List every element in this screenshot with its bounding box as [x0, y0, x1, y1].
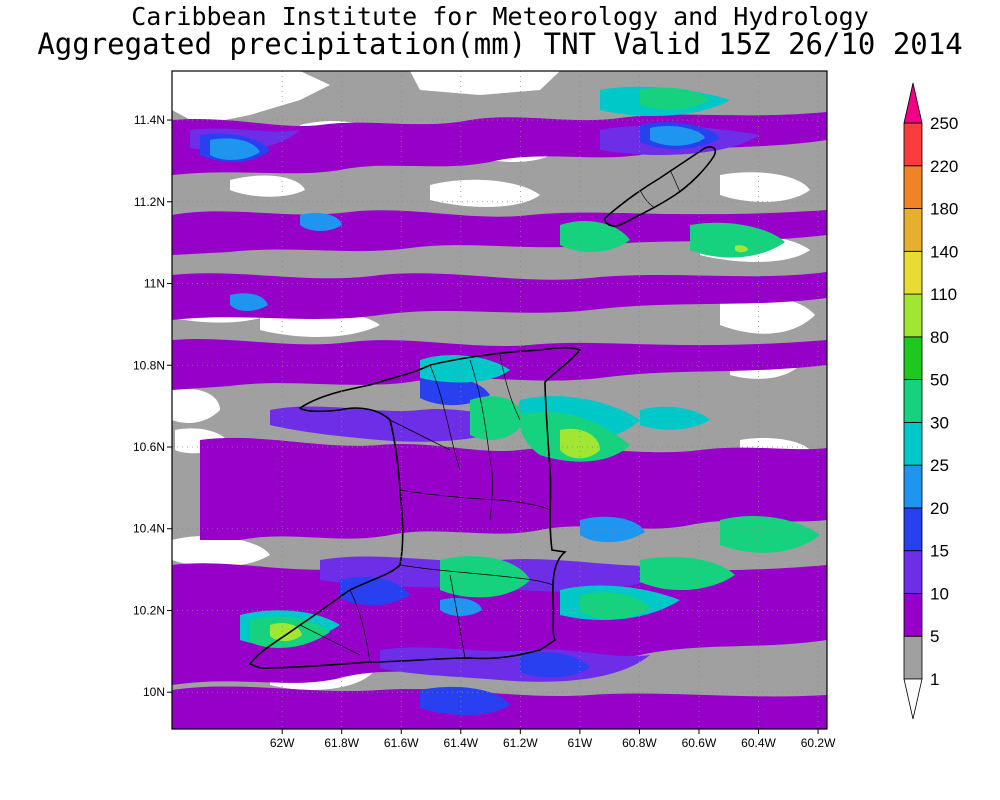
tobago-outline: [604, 146, 717, 227]
y-tick-label: 10N: [143, 685, 165, 699]
x-tick-label: 60.2W: [801, 736, 836, 750]
colorbar-segment: [903, 464, 923, 509]
colorbar-top-arrow: [903, 82, 923, 124]
x-tick-label: 61.6W: [384, 736, 419, 750]
latitude-axis: 10N 10.2N 10.4N 10.6N 10.8N 11N 11.2N 11.4N: [133, 113, 172, 699]
colorbar-segment: [903, 293, 923, 338]
colorbar-segment: [903, 165, 923, 209]
x-tick-label: 61.4W: [443, 736, 478, 750]
y-tick-label: 10.8N: [133, 358, 165, 372]
map-frame: [171, 70, 828, 730]
colorbar-label: 25: [930, 456, 949, 475]
x-tick-label: 60.6W: [682, 736, 717, 750]
island-outlines: [248, 146, 717, 669]
colorbar-segment: [903, 593, 923, 637]
colorbar-label: 110: [930, 285, 957, 304]
colorbar-label: 50: [930, 371, 949, 390]
colorbar-label: 1: [930, 670, 939, 689]
colorbar-label: 180: [930, 200, 958, 219]
y-tick-label: 11.2N: [134, 195, 165, 209]
field-20-25mm: [210, 126, 705, 616]
precipitation-field: [172, 71, 827, 729]
colorbar-segment: [903, 208, 923, 252]
colorbar-label: 140: [930, 242, 958, 261]
y-tick-label: 11N: [144, 277, 165, 291]
colorbar-label: 80: [930, 328, 949, 347]
field-30-50mm: [250, 87, 820, 648]
map-title: Caribbean Institute for Meteorology and …: [131, 2, 869, 31]
y-tick-label: 11.4N: [134, 113, 165, 127]
colorbar-label: 250: [930, 114, 958, 133]
colorbar-segment: [903, 379, 923, 423]
colorbar-label: 30: [930, 413, 949, 432]
colorbar-segment: [903, 122, 923, 167]
colorbar-segment: [903, 507, 923, 552]
colorbar-segment: [903, 635, 923, 680]
colorbar-label: 5: [930, 627, 939, 646]
y-tick-label: 10.2N: [133, 603, 165, 617]
trinidad-outline: [248, 346, 582, 669]
colorbar-label: 15: [930, 542, 949, 561]
colorbar-segment: [903, 550, 923, 594]
colorbar-label: 220: [930, 157, 958, 176]
colorbar-segment: [903, 421, 923, 466]
internal-boundaries: [299, 169, 681, 663]
colorbar-bottom-arrow: [903, 678, 923, 720]
x-tick-label: 62W: [270, 736, 295, 750]
y-tick-label: 10.6N: [133, 440, 165, 454]
x-tick-label: 61.2W: [503, 736, 538, 750]
x-tick-label: 61W: [568, 736, 593, 750]
longitude-axis: 62W 61.8W 61.6W 61.4W 61.2W 61W 60.8W 60.6W 60.4…: [270, 729, 836, 750]
map-grid: [172, 71, 827, 729]
map-subtitle: Aggregated precipitation(mm) TNT Valid 1…: [37, 27, 963, 61]
field-80-110mm: [270, 245, 748, 642]
colorbar-label: 20: [930, 499, 949, 518]
colorbar-segment: [903, 250, 923, 295]
colorbar-label: 10: [930, 584, 949, 603]
x-tick-label: 60.8W: [622, 736, 657, 750]
x-tick-label: 61.8W: [324, 736, 359, 750]
x-tick-label: 60.4W: [741, 736, 776, 750]
y-tick-label: 10.4N: [133, 522, 165, 536]
colorbar-segment: [903, 336, 923, 381]
